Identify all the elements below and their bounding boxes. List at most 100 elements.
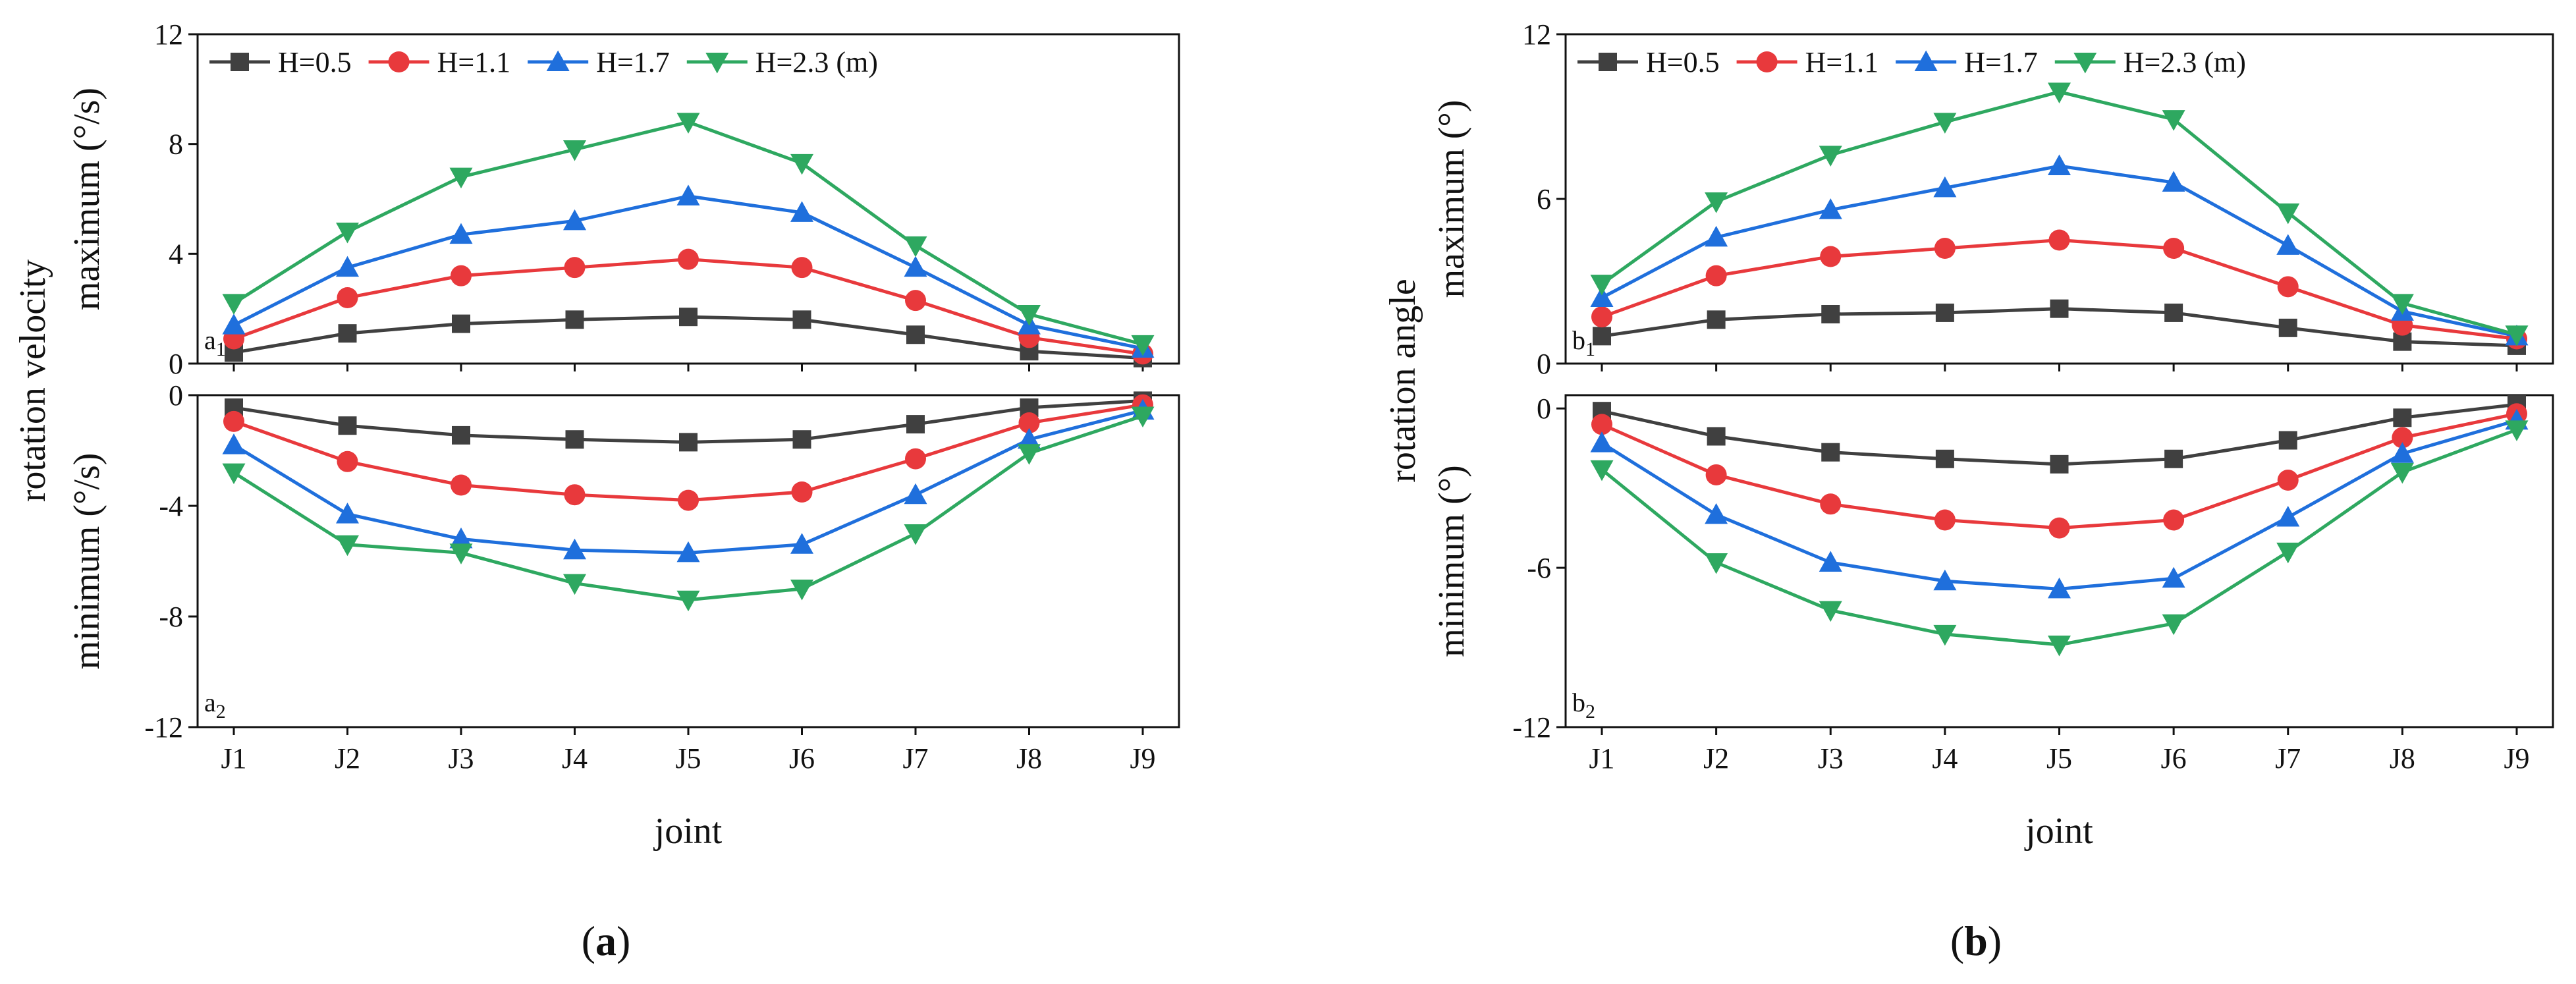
- legend-label: H=2.3 (m): [755, 46, 878, 78]
- data-point-h-1-7-j3: [1819, 551, 1842, 572]
- data-point-h-0-5-j3: [452, 314, 470, 333]
- data-point-h-2-3-m-j2: [1705, 553, 1728, 574]
- legend-entry-h-1-7: H=1.7: [528, 46, 670, 78]
- series-h-0-5: [1593, 299, 2526, 355]
- data-point-h-2-3-m-j4: [1933, 624, 1957, 646]
- x-tick-label-j9: J9: [2504, 742, 2529, 775]
- data-point-h-2-3-m-j5: [2048, 636, 2071, 657]
- series-h-1-7: [1590, 154, 2529, 346]
- data-point-h-2-3-m-j5: [676, 590, 700, 612]
- y-axis-label-b2: minimum (°): [1431, 465, 1472, 657]
- x-tick-label-j1: J1: [221, 742, 246, 775]
- legend-marker: [546, 50, 570, 71]
- data-point-h-1-7-j3: [449, 223, 473, 244]
- legend-marker: [231, 53, 249, 71]
- series-line-h-1-1: [233, 403, 1143, 503]
- legend: H=0.5 H=1.1 H=1.7 H=2.3 (m): [1577, 46, 2246, 78]
- data-point-h-1-1-j6: [2163, 238, 2185, 259]
- data-point-h-1-7-j5: [676, 541, 700, 562]
- panel-b1: 0 6 12 maximum (°) b1 H=0.5 H=1.1 H=1.7 H=2.3 (m…: [1431, 18, 2554, 380]
- legend-entry-h-1-7: H=1.7: [1896, 46, 2038, 78]
- data-point-h-2-3-m-j8: [2390, 462, 2414, 484]
- chart-b: 0 6 12 maximum (°) b1 H=0.5 H=1.1 H=1.7 H=2.3 (m…: [1383, 18, 2554, 964]
- data-point-h-1-1-j1: [1591, 414, 1612, 435]
- data-point-h-1-1-j3: [451, 474, 472, 496]
- data-point-h-2-3-m-j9: [2505, 420, 2529, 441]
- data-point-h-2-3-m-j3: [449, 543, 473, 564]
- data-point-h-1-1-j7: [2277, 276, 2299, 298]
- x-tick-label-j3: J3: [448, 742, 474, 775]
- data-point-h-2-3-m-j4: [563, 140, 586, 161]
- y-axis-label-b1: maximum (°): [1431, 100, 1472, 298]
- y-tick-label: 8: [169, 128, 183, 161]
- data-point-h-1-7-j3: [1819, 198, 1842, 219]
- data-point-h-0-5-j1: [1593, 327, 1611, 346]
- series-line-h-1-1: [1601, 238, 2517, 341]
- data-point-h-1-1-j4: [1934, 509, 1956, 531]
- y-tick-label: 0: [1537, 393, 1551, 425]
- legend-marker: [1914, 50, 1938, 71]
- figure-caption-b: (b): [1950, 917, 2002, 964]
- data-point-h-0-5-j6: [792, 430, 811, 449]
- x-axis-label: joint: [653, 811, 723, 852]
- data-point-h-1-7-j7: [2276, 505, 2300, 527]
- data-point-h-1-1-j8: [2392, 427, 2413, 449]
- data-point-h-2-3-m-j9: [1131, 335, 1155, 356]
- data-point-h-1-1-j3: [1820, 493, 1842, 515]
- panel-a2: -12 -8 -4 0 minimum (°/s) a2: [67, 379, 1180, 744]
- data-point-h-2-3-m-j2: [336, 223, 359, 244]
- data-point-h-0-5-j8: [2393, 408, 2412, 427]
- data-point-h-0-5-j4: [1935, 303, 1954, 322]
- legend-label: H=1.1: [437, 46, 511, 78]
- data-point-h-2-3-m-j8: [1018, 305, 1041, 326]
- data-point-h-1-7-j2: [1705, 225, 1728, 247]
- data-point-h-0-5-j7: [906, 415, 925, 434]
- data-point-h-1-1-j4: [1934, 238, 1956, 259]
- y-tick-label: 12: [1522, 18, 1551, 51]
- data-point-h-1-1-j6: [2163, 509, 2185, 531]
- data-point-h-2-3-m-j1: [222, 294, 246, 315]
- panel-tag-b2: b2: [1572, 688, 1595, 723]
- data-point-h-1-1-j6: [791, 257, 813, 279]
- legend-entry-h-0-5: H=0.5: [209, 46, 352, 78]
- data-point-h-1-1-j2: [1705, 464, 1727, 485]
- data-point-h-1-7-j5: [676, 184, 700, 205]
- data-point-h-1-7-j7: [2276, 234, 2300, 255]
- panel-tag-b1: b1: [1572, 325, 1595, 360]
- x-tick-label-j7: J7: [902, 742, 928, 775]
- data-point-h-0-5-j4: [565, 430, 584, 449]
- legend-label: H=0.5: [278, 46, 352, 78]
- data-point-h-1-7-j4: [563, 209, 586, 231]
- data-point-h-1-7-j5: [2048, 577, 2071, 599]
- x-tick-label-j4: J4: [1932, 742, 1958, 775]
- data-point-h-0-5-j4: [1935, 449, 1954, 468]
- y-tick-label: 0: [1537, 348, 1551, 380]
- x-tick-label-j9: J9: [1130, 742, 1155, 775]
- legend-marker: [1756, 51, 1778, 72]
- legend-marker: [2073, 53, 2097, 74]
- data-point-h-2-3-m-j6: [790, 153, 813, 175]
- x-tick-label-j6: J6: [2161, 742, 2187, 775]
- data-point-h-2-3-m-j7: [904, 524, 927, 545]
- data-point-h-1-7-j1: [222, 433, 246, 454]
- data-point-h-2-3-m-j5: [2048, 82, 2071, 103]
- data-point-h-0-5-j3: [452, 425, 470, 445]
- legend-marker: [1599, 53, 1617, 71]
- legend-entry-h-2-3-m: H=2.3 (m): [686, 46, 878, 78]
- data-point-h-1-1-j1: [223, 410, 244, 432]
- x-tick-label-j8: J8: [2390, 742, 2415, 775]
- series-line-h-1-1: [233, 258, 1143, 356]
- data-point-h-2-3-m-j2: [336, 535, 359, 557]
- data-point-h-1-1-j6: [791, 481, 813, 503]
- data-point-h-2-3-m-j8: [1018, 444, 1041, 465]
- data-point-h-2-3-m-j3: [1819, 146, 1842, 167]
- panel-tag-a1: a1: [204, 325, 226, 360]
- data-point-h-2-3-m-j1: [1590, 275, 1614, 296]
- y-tick-label: -12: [144, 711, 183, 744]
- series-h-1-1: [1591, 403, 2527, 539]
- y-tick-label: 0: [169, 348, 183, 380]
- data-point-h-1-1-j7: [905, 290, 926, 312]
- series-h-0-5: [1593, 395, 2526, 474]
- data-point-h-1-7-j2: [336, 256, 359, 277]
